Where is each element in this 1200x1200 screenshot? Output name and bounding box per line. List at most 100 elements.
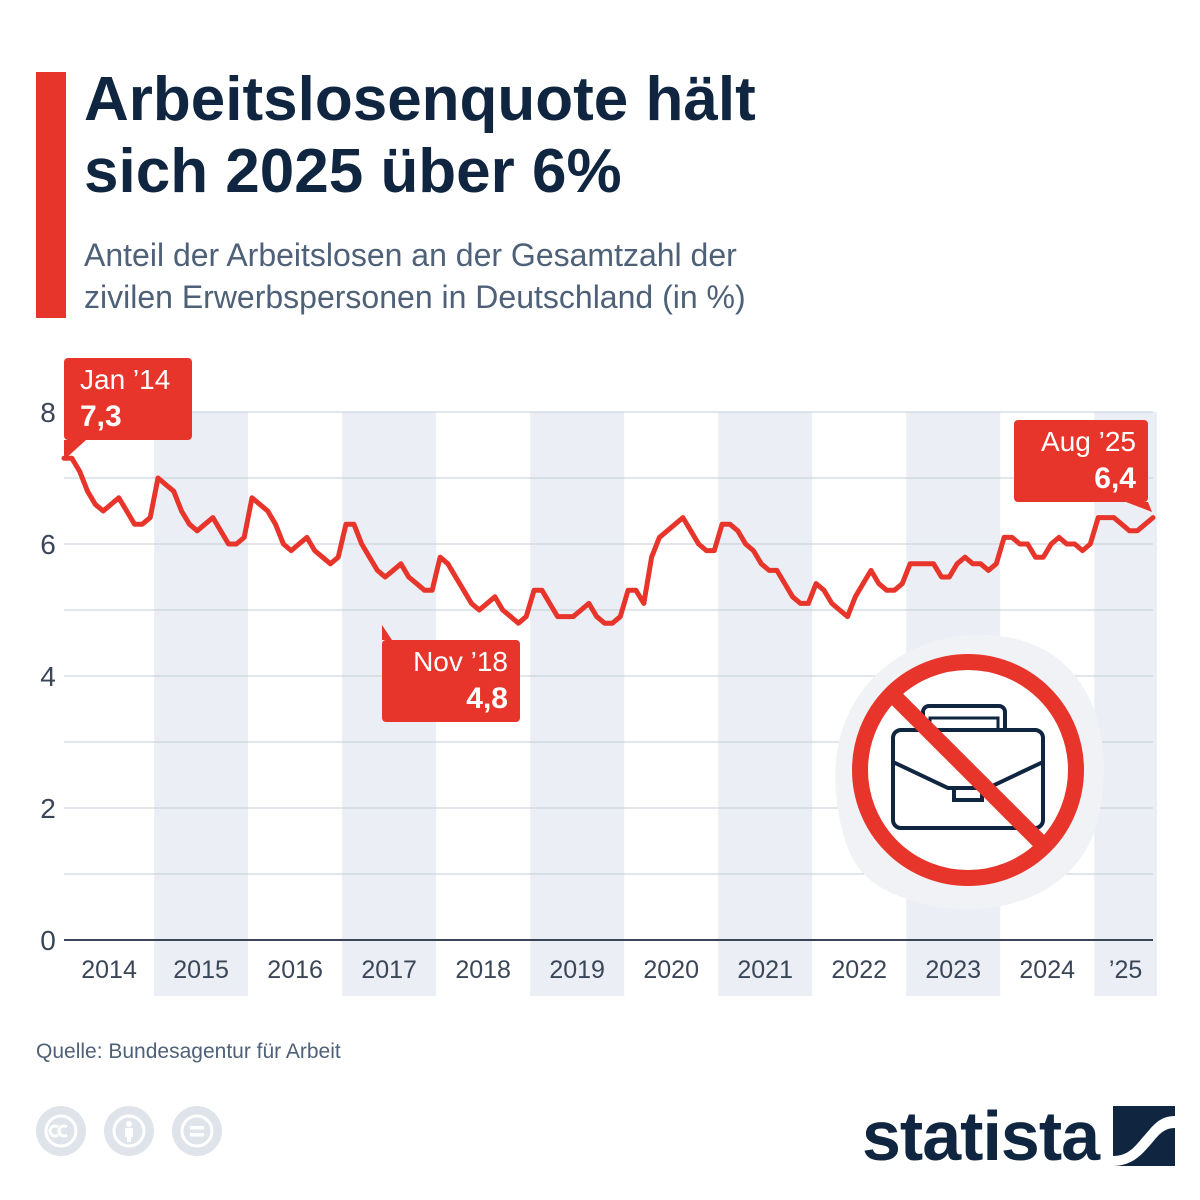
data-point	[108, 502, 114, 507]
data-point	[414, 581, 419, 586]
year-band	[718, 412, 813, 996]
data-point	[688, 528, 693, 533]
data-point	[516, 621, 521, 626]
data-points	[61, 456, 1156, 626]
data-point	[194, 528, 200, 533]
data-point	[93, 502, 98, 507]
callout-value: 6,4	[1094, 462, 1136, 495]
data-point	[234, 541, 239, 547]
data-point	[1150, 515, 1156, 520]
data-point	[970, 561, 976, 566]
data-point	[469, 601, 474, 606]
data-point	[813, 581, 819, 586]
data-point	[625, 588, 631, 593]
title-line-1: Arbeitslosenquote hält	[84, 65, 756, 134]
data-point	[289, 548, 294, 553]
callout-month: Nov ’18	[413, 646, 508, 677]
data-point	[1033, 555, 1038, 560]
data-point	[994, 561, 999, 566]
data-point	[1103, 515, 1109, 520]
data-point	[759, 561, 764, 566]
data-point	[860, 581, 866, 586]
data-point	[1088, 541, 1093, 547]
data-point	[774, 568, 780, 573]
data-point	[296, 541, 302, 547]
data-point	[484, 601, 490, 606]
data-point	[531, 588, 537, 593]
briefcase-body	[891, 728, 1045, 830]
year-band	[530, 412, 625, 996]
data-point	[218, 528, 223, 533]
data-point	[406, 574, 411, 580]
no-derivatives-icon[interactable]	[172, 1106, 222, 1156]
briefcase-flap	[892, 760, 1044, 790]
data-point	[931, 561, 936, 566]
data-point	[304, 535, 310, 540]
data-point	[782, 581, 787, 586]
data-point	[751, 548, 756, 553]
title-line-2: sich 2025 über 6%	[84, 137, 622, 206]
data-point	[790, 594, 795, 599]
statista-logo[interactable]: statista	[862, 1096, 1176, 1176]
data-point	[155, 475, 161, 481]
data-point	[445, 561, 451, 566]
license-icons	[36, 1106, 222, 1156]
data-point	[986, 568, 991, 573]
data-point	[312, 548, 317, 553]
subtitle-line-2: zivilen Erwerbspersonen in Deutschland (…	[84, 279, 746, 315]
callout-month: Jan ’14	[80, 364, 170, 395]
data-point	[915, 561, 921, 566]
data-point	[492, 594, 498, 599]
data-point	[367, 555, 372, 560]
data-point	[806, 601, 811, 606]
data-point	[116, 495, 122, 500]
data-point	[563, 614, 568, 619]
data-point	[508, 614, 513, 619]
data-point	[249, 495, 255, 500]
x-tick-label: 2017	[361, 956, 417, 984]
data-point	[140, 522, 145, 527]
x-tick-label: 2023	[925, 956, 981, 984]
x-tick-label: 2016	[267, 956, 323, 984]
data-point	[1111, 515, 1117, 520]
data-point	[375, 568, 380, 573]
x-tick-label: 2022	[831, 956, 887, 984]
data-point	[798, 601, 803, 606]
chart-title: Arbeitslosenquote hält sich 2025 über 6%	[84, 64, 756, 208]
data-point	[1127, 528, 1132, 533]
data-point	[954, 561, 960, 566]
annotation-callout: Aug ’25 6,4	[1014, 420, 1152, 512]
data-point	[422, 588, 427, 593]
data-point	[704, 548, 709, 553]
data-point	[947, 574, 952, 580]
data-point	[610, 621, 615, 626]
y-tick-label: 0	[40, 925, 56, 956]
callout-box	[382, 640, 520, 722]
data-point	[719, 522, 725, 527]
data-point	[1001, 535, 1007, 540]
data-point	[210, 515, 216, 520]
data-point	[735, 528, 740, 533]
data-point	[187, 522, 192, 527]
subtitle-line-1: Anteil der Arbeitslosen an der Gesamtzah…	[84, 237, 737, 273]
data-point	[727, 522, 733, 527]
data-point	[77, 469, 82, 474]
line-chart: 0 2 4 6 8 2014 2015 2016 2017 2018 2019 2020 2021 202…	[40, 358, 1157, 996]
callout-value: 4,8	[466, 682, 508, 715]
creative-commons-icon[interactable]	[36, 1106, 86, 1156]
x-tick-label: 2024	[1019, 956, 1075, 984]
data-point	[633, 588, 639, 593]
callout-box	[64, 358, 192, 440]
data-point	[900, 581, 905, 586]
data-point	[500, 607, 505, 613]
callout-tail	[382, 625, 392, 640]
data-point	[868, 568, 874, 573]
data-point	[265, 508, 270, 514]
data-point	[641, 601, 646, 606]
data-point	[171, 489, 176, 494]
data-point	[430, 588, 435, 593]
data-point	[1041, 555, 1046, 560]
data-point	[672, 522, 678, 527]
data-point	[743, 541, 748, 547]
attribution-icon[interactable]	[104, 1106, 154, 1156]
